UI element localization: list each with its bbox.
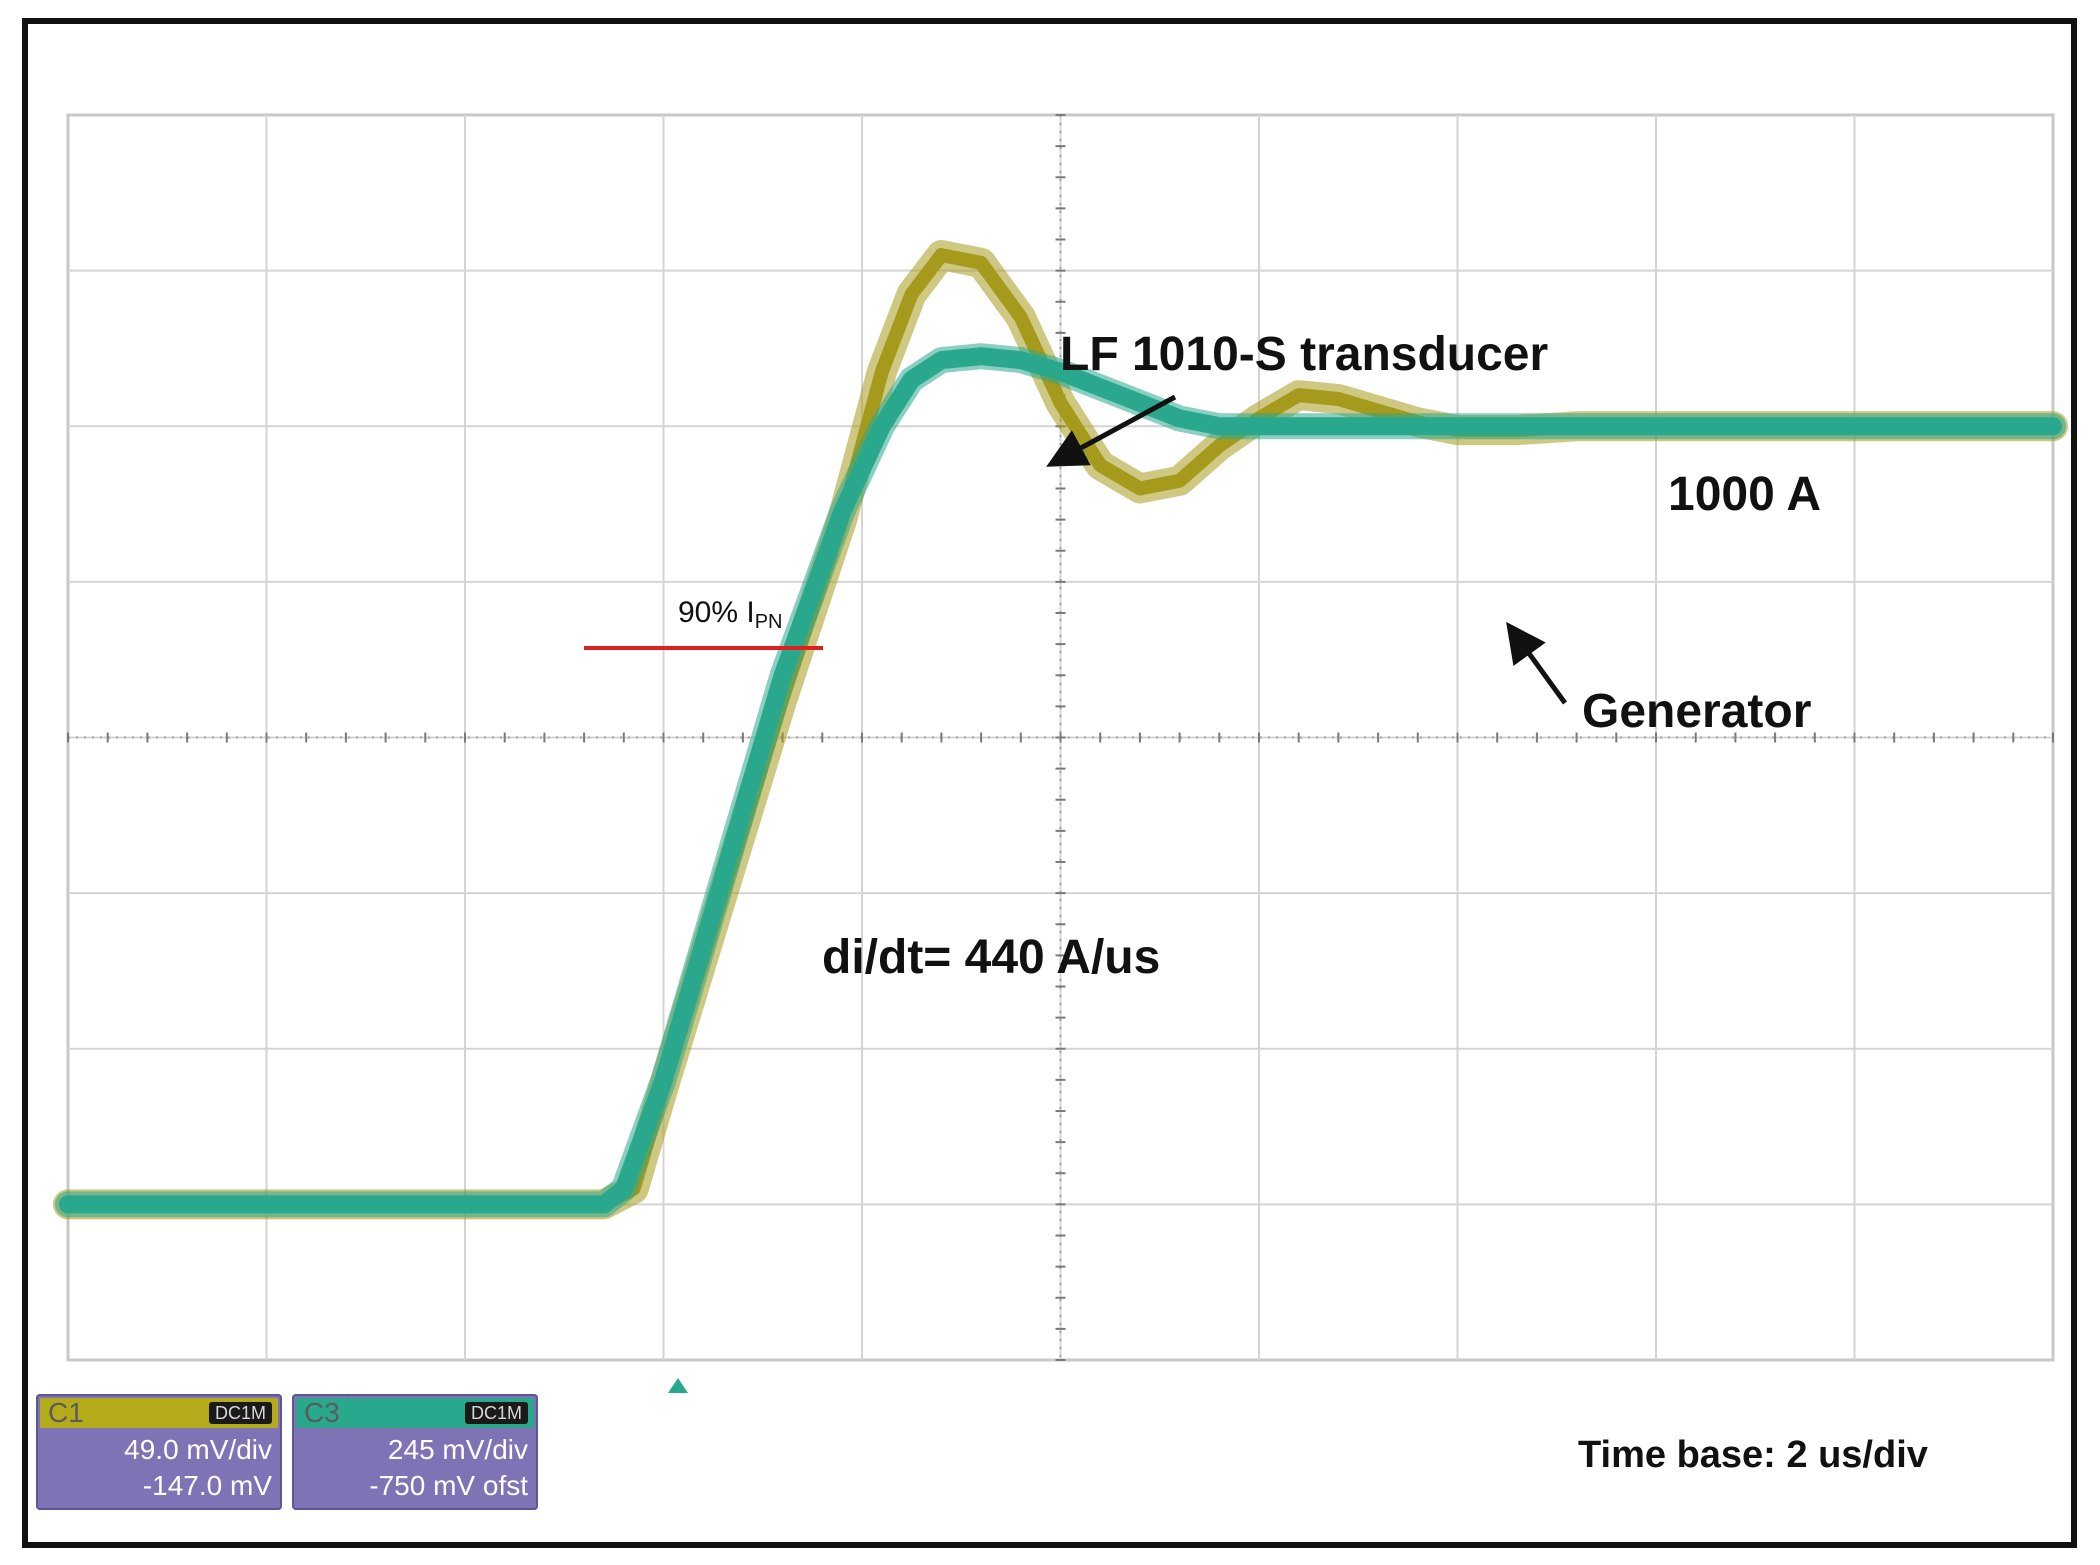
figure-frame xyxy=(22,18,2077,1548)
channel-c3-scale: 245 mV/div xyxy=(387,1434,528,1465)
generator-arrow xyxy=(1506,621,1568,705)
transducer-arrow xyxy=(1046,394,1177,467)
threshold-label-main: 90% I xyxy=(678,596,755,629)
channel-c1-coupling: DC1M xyxy=(208,1402,272,1424)
channel-c3-coupling: DC1M xyxy=(464,1402,528,1424)
channel-c1-box[interactable]: C1 DC1M 49.0 mV/div -147.0 mV xyxy=(36,1394,282,1510)
series-line xyxy=(59,347,2062,1214)
channel-c1-scale: 49.0 mV/div xyxy=(124,1434,272,1465)
transducer-label: LF 1010-S transducer xyxy=(1060,328,1548,381)
series-generator xyxy=(55,343,2066,1218)
channel-c1-name: C1 xyxy=(48,1397,84,1428)
threshold-label-sub: PN xyxy=(755,611,783,633)
generator-label: Generator xyxy=(1582,685,1811,738)
annotations: LF 1010-S transducer 1000 A Generator 90… xyxy=(60,328,1821,1393)
slope-label: di/dt= 440 A/us xyxy=(822,931,1160,984)
channel-c3-offset: -750 mV ofst xyxy=(369,1470,528,1501)
threshold-label: 90% IPN xyxy=(678,596,783,633)
channel-c3-box[interactable]: C3 DC1M 245 mV/div -750 mV ofst xyxy=(292,1394,538,1510)
channel-c3-header: C3 DC1M xyxy=(296,1398,534,1428)
timebase-label: Time base: 2 us/div xyxy=(1578,1434,1928,1476)
channel-c1-header: C1 DC1M xyxy=(40,1398,278,1428)
ground-marker xyxy=(60,1200,70,1212)
channel-c1-offset: -147.0 mV xyxy=(142,1470,272,1501)
level-label: 1000 A xyxy=(1668,468,1821,521)
channel-c3-name: C3 xyxy=(304,1397,340,1428)
trigger-marker xyxy=(668,1378,688,1393)
